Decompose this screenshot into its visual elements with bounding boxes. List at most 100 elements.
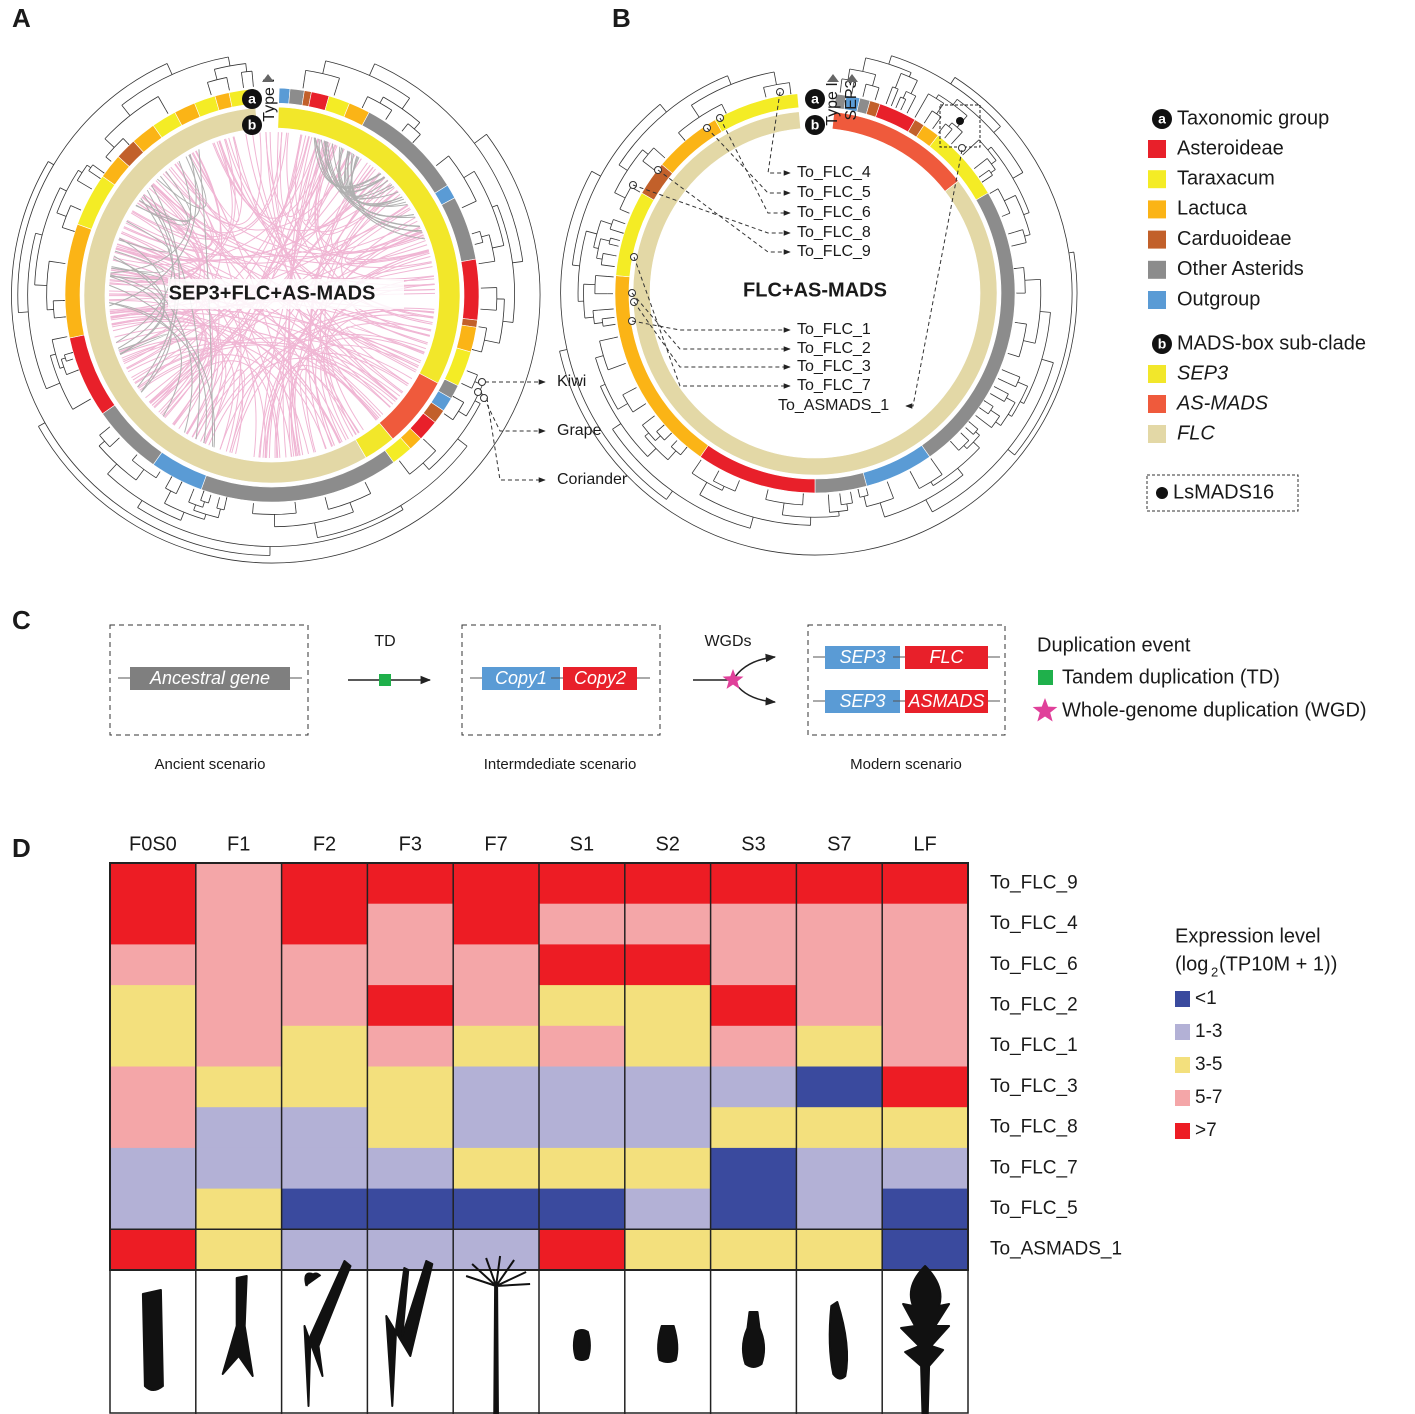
tree-branch bbox=[324, 497, 329, 510]
tree-branch bbox=[401, 97, 410, 110]
tree-branch bbox=[859, 494, 869, 498]
legend-swatch bbox=[1175, 1090, 1190, 1106]
tree-branch bbox=[398, 460, 403, 466]
tree-branch bbox=[1008, 231, 1015, 235]
tree-branch bbox=[1003, 391, 1009, 395]
tree-branch bbox=[78, 169, 83, 174]
pink-link bbox=[115, 247, 384, 415]
tree-branch bbox=[175, 480, 183, 494]
ring-badge bbox=[805, 115, 825, 135]
pink-link bbox=[139, 354, 310, 454]
gene-block bbox=[905, 646, 988, 669]
tree-branch bbox=[890, 97, 896, 107]
legend-swatch bbox=[1175, 991, 1190, 1007]
stage-silhouette bbox=[303, 1260, 352, 1407]
tree-branch bbox=[1015, 376, 1021, 387]
tree-branch bbox=[982, 399, 994, 407]
tree-branch bbox=[987, 146, 992, 151]
tree-node bbox=[474, 388, 482, 396]
tree-branch bbox=[988, 169, 993, 176]
tree-branch bbox=[600, 238, 610, 242]
tree-branch bbox=[207, 77, 227, 83]
tree-branch bbox=[18, 311, 29, 313]
tree-branch bbox=[452, 402, 465, 420]
tree-branch bbox=[866, 490, 869, 496]
tree-branch bbox=[914, 98, 927, 118]
tree-branch bbox=[615, 239, 621, 241]
gene-label: To_FLC_9 bbox=[797, 243, 871, 260]
tree-branch bbox=[1020, 401, 1024, 404]
tree-branch bbox=[713, 480, 736, 492]
tree-branch bbox=[303, 70, 307, 83]
tree-branch bbox=[121, 56, 229, 106]
tree-branch bbox=[107, 463, 117, 475]
heatmap-cell bbox=[453, 944, 540, 986]
scenario-box bbox=[807, 624, 1006, 736]
tree-branch bbox=[471, 374, 478, 389]
tree-branch bbox=[601, 264, 615, 267]
tree-branch bbox=[963, 445, 968, 449]
column-label: F3 bbox=[399, 833, 422, 855]
tree-branch bbox=[891, 55, 1001, 127]
heatmap-cell bbox=[195, 1188, 283, 1230]
heatmap-cell bbox=[281, 1107, 368, 1149]
leader-line bbox=[631, 292, 791, 352]
heatmap-cell bbox=[539, 944, 626, 986]
heatmap-cell bbox=[624, 985, 712, 1027]
tree-branch bbox=[328, 493, 371, 510]
tree-branch bbox=[670, 443, 675, 447]
pink-link bbox=[192, 369, 245, 453]
gene-name: ASMADS bbox=[907, 691, 984, 711]
tree-branch bbox=[965, 427, 969, 431]
tree-branch bbox=[462, 200, 477, 208]
pink-link bbox=[109, 184, 204, 286]
heatmap-cell bbox=[281, 1066, 368, 1108]
heatmap-cell bbox=[796, 1188, 883, 1230]
tree-branch bbox=[978, 139, 997, 161]
tree-branch bbox=[1024, 278, 1041, 281]
tree-branch bbox=[1013, 242, 1027, 247]
tree-branch bbox=[765, 499, 803, 506]
heatmap-cell bbox=[539, 1107, 626, 1149]
pink-link bbox=[252, 133, 404, 393]
heatmap-cell bbox=[796, 944, 883, 986]
tree-branch bbox=[670, 446, 681, 456]
gene-block bbox=[563, 667, 637, 690]
legend-label: <1 bbox=[1195, 988, 1217, 1009]
tree-branch bbox=[59, 262, 66, 265]
tree-branch bbox=[647, 448, 657, 457]
tree-branch bbox=[423, 438, 428, 444]
tree-branch bbox=[481, 308, 497, 311]
tree-branch bbox=[66, 358, 73, 362]
tree-branch bbox=[60, 359, 67, 375]
gene-name: SEP3 bbox=[839, 647, 885, 667]
tree-branch bbox=[638, 191, 641, 193]
tree-branch bbox=[614, 192, 626, 199]
tree-branch bbox=[600, 253, 604, 265]
tree-branch bbox=[749, 516, 754, 529]
ring-badge-label: b bbox=[248, 117, 257, 133]
legend-label: >7 bbox=[1195, 1120, 1217, 1141]
heatmap-cell bbox=[195, 985, 283, 1027]
tree-branch bbox=[193, 509, 219, 519]
tree-branch bbox=[131, 456, 136, 461]
tree-branch bbox=[902, 91, 907, 99]
tree-branch bbox=[691, 472, 723, 491]
gray-link bbox=[320, 139, 420, 227]
leader-line bbox=[706, 127, 791, 196]
tree-branch bbox=[950, 77, 956, 85]
tree-branch bbox=[98, 440, 105, 447]
pink-link bbox=[344, 208, 428, 264]
gene-name: Copy1 bbox=[495, 668, 547, 688]
tree-branch bbox=[606, 316, 615, 319]
tree-branch bbox=[488, 234, 496, 262]
tree-branch bbox=[721, 486, 725, 491]
tree-branch bbox=[618, 164, 628, 171]
gray-link bbox=[327, 141, 416, 219]
tree-branch bbox=[713, 473, 718, 482]
heatmap-cell bbox=[539, 1188, 626, 1230]
clade-triangle bbox=[846, 74, 858, 82]
tree-branch bbox=[402, 464, 410, 475]
tree-branch bbox=[492, 204, 498, 208]
tree-branch bbox=[948, 122, 953, 127]
